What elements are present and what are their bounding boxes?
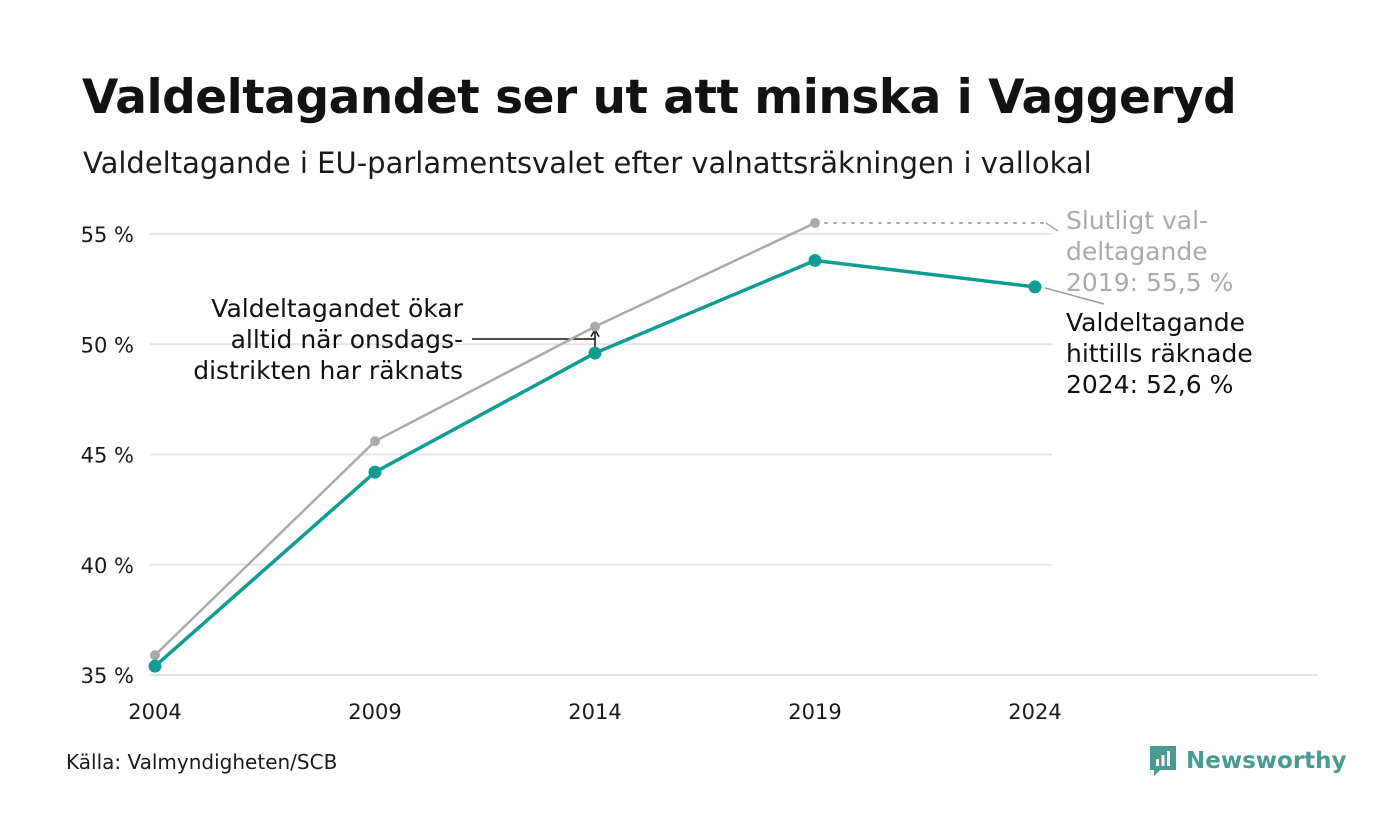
preliminary-series-point — [148, 659, 162, 673]
final-series-point — [590, 321, 600, 332]
current-2024-leader — [1044, 287, 1105, 305]
current-2024-annotation: Valdeltagande hittills räknade 2024: 52,6 … — [1066, 308, 1253, 399]
preliminary-series-point — [368, 465, 382, 479]
newsworthy-logo-icon — [1150, 746, 1176, 776]
x-tick-label: 2004 — [128, 700, 181, 724]
y-tick-label: 35 % — [81, 664, 134, 688]
y-tick-label: 45 % — [81, 444, 134, 468]
preliminary-series-point — [1028, 280, 1042, 294]
x-tick-label: 2019 — [788, 700, 841, 724]
annotation-guides — [472, 221, 1105, 351]
x-axis-tick-labels: 2004 2009 2014 2019 2024 — [128, 700, 1061, 724]
series — [148, 217, 1042, 673]
wednesday-annotation-line: alltid när onsdags- — [231, 325, 463, 354]
chart-subtitle: Valdeltagande i EU-parlamentsvalet efter… — [83, 146, 1092, 180]
brand[interactable]: Newsworthy — [1148, 744, 1347, 778]
final-2019-annotation-line: 2019: 55,5 % — [1066, 268, 1233, 297]
final-2019-annotation: Slutligt val-deltagande 2019: 55,5 % — [1066, 206, 1233, 297]
wednesday-annotation-line: distrikten har räknats — [193, 356, 463, 385]
y-tick-label: 55 % — [81, 223, 134, 247]
final-series-point — [150, 650, 160, 661]
preliminary-series-point — [588, 346, 602, 360]
final-series-point — [810, 217, 820, 228]
source-credit: Källa: Valmyndigheten/SCB — [66, 750, 338, 774]
wednesday-annotation: Valdeltagandet ökar alltid när onsdags-di… — [193, 294, 463, 385]
final-2019-annotation-line: deltagande — [1066, 237, 1208, 266]
wednesday-annotation-line: Valdeltagandet ökar — [211, 294, 463, 323]
preliminary-series-point — [808, 253, 822, 267]
annotations: Valdeltagandet ökar alltid när onsdags-di… — [193, 206, 1252, 399]
current-2024-annotation-line: Valdeltagande — [1066, 308, 1245, 337]
final-series-line — [153, 221, 817, 657]
y-tick-label: 50 % — [81, 333, 134, 357]
current-2024-annotation-line: 2024: 52,6 % — [1066, 370, 1233, 399]
x-tick-label: 2009 — [348, 700, 401, 724]
gridlines — [150, 233, 1318, 676]
x-tick-label: 2014 — [568, 700, 621, 724]
final-2019-leader — [1045, 222, 1059, 232]
brand-name: Newsworthy — [1186, 748, 1347, 774]
x-tick-label: 2024 — [1008, 700, 1061, 724]
final-2019-annotation-line: Slutligt val- — [1066, 206, 1208, 235]
y-axis-tick-labels: 35 % 40 % 45 % 50 % 55 % — [81, 223, 134, 688]
chart-title: Valdeltagandet ser ut att minska i Vagge… — [82, 70, 1237, 125]
final-series-point — [370, 436, 380, 447]
y-tick-label: 40 % — [81, 554, 134, 578]
current-2024-annotation-line: hittills räknade — [1066, 339, 1253, 368]
